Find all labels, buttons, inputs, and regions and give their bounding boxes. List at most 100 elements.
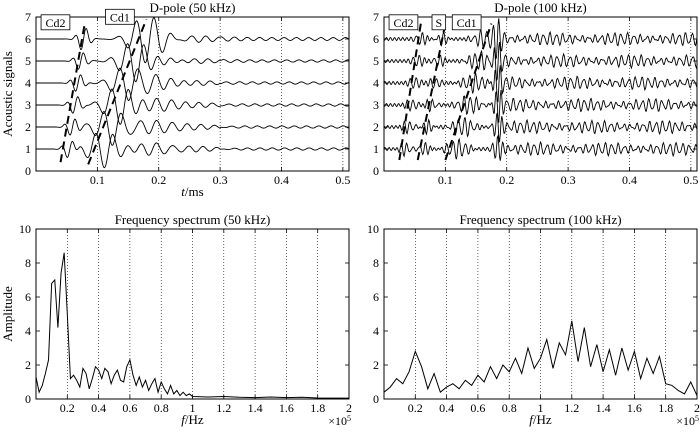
x-multiplier-base: ×10 — [328, 414, 347, 428]
waveform-trace — [36, 132, 349, 169]
panel-p1: 0.1 0.2 0.3 0.4 0.5 0 1 2 3 4 5 6 7 D-pole (50 kHz) t/… — [0, 0, 350, 199]
y-tick-label: 2 — [25, 358, 31, 372]
y-tick-label: 5 — [373, 54, 379, 68]
y-tick-label: 0 — [373, 164, 379, 178]
x-tick-label: 0.2 — [499, 173, 514, 187]
y-tick-label: 1 — [25, 142, 31, 156]
chart-title: Frequency spectrum (50 kHz) — [115, 212, 271, 227]
x-tick-label: 1.8 — [658, 401, 673, 415]
x-tick-label: 0.2 — [408, 401, 423, 415]
y-tick-label: 4 — [373, 76, 379, 90]
x-tick-label: 2 — [694, 401, 700, 415]
panel-p3: 0.2 0.4 0.6 0.8 1 1.2 1.4 1.6 1.8 2 0 2 4 6 8 10 Frequen… — [0, 212, 352, 428]
arrival-line — [59, 21, 87, 163]
y-tick-label: 4 — [25, 76, 31, 90]
x-tick-label: 0.3 — [561, 173, 576, 187]
y-tick-label: 0 — [25, 164, 31, 178]
x-tick-label: 0.8 — [502, 401, 517, 415]
x-tick-label: 1.6 — [627, 401, 642, 415]
x-tick-label: 1.4 — [248, 401, 263, 415]
waveform-trace — [384, 41, 697, 82]
plot-frame — [35, 16, 350, 172]
y-tick-label: 6 — [25, 32, 31, 46]
x-axis-label-variable: t — [181, 184, 185, 199]
y-tick-label: 6 — [25, 290, 31, 304]
y-axis-label: Amplitude — [0, 286, 15, 342]
y-tick-label: 6 — [373, 290, 379, 304]
y-axis-label: Acoustic signals — [0, 51, 15, 137]
x-tick-label: 0.2 — [151, 173, 166, 187]
annotation-label: Cd2 — [45, 16, 65, 30]
x-tick-label: 0.2 — [60, 401, 75, 415]
y-tick-label: 2 — [373, 358, 379, 372]
x-axis-label: f/Hz — [529, 412, 552, 427]
x-axis-label-unit: /Hz — [533, 412, 552, 427]
arrival-line — [87, 18, 148, 165]
x-tick-label: 0.5 — [335, 173, 350, 187]
y-tick-label: 8 — [25, 256, 31, 270]
waveform-trace — [384, 90, 697, 123]
waveform-trace — [36, 67, 349, 101]
x-tick-label: 0.4 — [91, 401, 106, 415]
x-tick-label: 0.3 — [213, 173, 228, 187]
x-multiplier: ×105 — [676, 414, 699, 428]
chart-title: D-pole (50 kHz) — [150, 0, 236, 15]
spectrum-line — [36, 252, 349, 399]
waveform-trace — [384, 18, 697, 60]
y-tick-label: 4 — [373, 324, 379, 338]
x-tick-label: 1.4 — [596, 401, 611, 415]
arrival-line — [416, 23, 447, 161]
waveform-trace — [36, 43, 349, 83]
annotation-label: Cd1 — [110, 10, 130, 24]
chart-title: D-pole (100 kHz) — [494, 0, 586, 15]
x-tick-label: 0.4 — [274, 173, 289, 187]
x-tick-label: 0.5 — [683, 173, 698, 187]
x-tick-label: 1.2 — [564, 401, 579, 415]
y-tick-label: 10 — [367, 222, 379, 236]
annotation-label: Cd2 — [393, 16, 413, 30]
y-tick-label: 2 — [25, 120, 31, 134]
x-tick-label: 0.6 — [470, 401, 485, 415]
annotation-box — [105, 8, 135, 25]
arrival-line — [398, 23, 422, 161]
x-axis-label-variable: f — [529, 412, 535, 427]
x-tick-label: 0.1 — [438, 173, 453, 187]
waveform-trace — [384, 112, 697, 143]
annotation-box — [431, 14, 447, 31]
x-multiplier-exp: 5 — [347, 414, 351, 423]
y-tick-label: 0 — [373, 392, 379, 406]
y-tick-label: 8 — [373, 256, 379, 270]
panel-p4: 0.2 0.4 0.6 0.8 1 1.2 1.4 1.6 1.8 2 0 2 4 6 8 10 Frequen… — [367, 212, 700, 428]
y-tick-label: 7 — [25, 10, 31, 24]
y-tick-label: 6 — [373, 32, 379, 46]
x-axis-label: t/ms — [181, 184, 203, 199]
x-axis-label-variable: f — [181, 412, 187, 427]
x-axis-label-unit: /ms — [185, 184, 204, 199]
x-tick-label: 1.2 — [216, 401, 231, 415]
y-tick-label: 2 — [373, 120, 379, 134]
plot-frame — [383, 16, 698, 172]
arrival-line — [444, 23, 493, 161]
x-tick-label: 0.4 — [622, 173, 637, 187]
waveform-trace — [36, 17, 349, 64]
chart-title: Frequency spectrum (100 kHz) — [459, 212, 621, 227]
y-tick-label: 0 — [25, 392, 31, 406]
x-tick-label: 2 — [346, 401, 352, 415]
annotation-label: Cd1 — [457, 16, 477, 30]
y-tick-label: 3 — [373, 98, 379, 112]
y-tick-label: 4 — [25, 324, 31, 338]
x-multiplier-exp: 5 — [695, 414, 699, 423]
spectrum-line — [384, 320, 697, 396]
x-tick-label: 1 — [190, 401, 196, 415]
x-tick-label: 0.6 — [122, 401, 137, 415]
annotation-box — [388, 14, 419, 31]
waveform-trace — [36, 110, 349, 146]
y-tick-label: 3 — [25, 98, 31, 112]
waveform-trace — [384, 65, 697, 103]
waveform-trace — [384, 134, 697, 161]
y-tick-label: 5 — [25, 54, 31, 68]
panel-p2: 0.1 0.2 0.3 0.4 0.5 0 1 2 3 4 5 6 7 D-pole (100 kHz) C… — [373, 0, 698, 187]
waveform-trace — [36, 88, 349, 126]
x-tick-label: 0.8 — [154, 401, 169, 415]
